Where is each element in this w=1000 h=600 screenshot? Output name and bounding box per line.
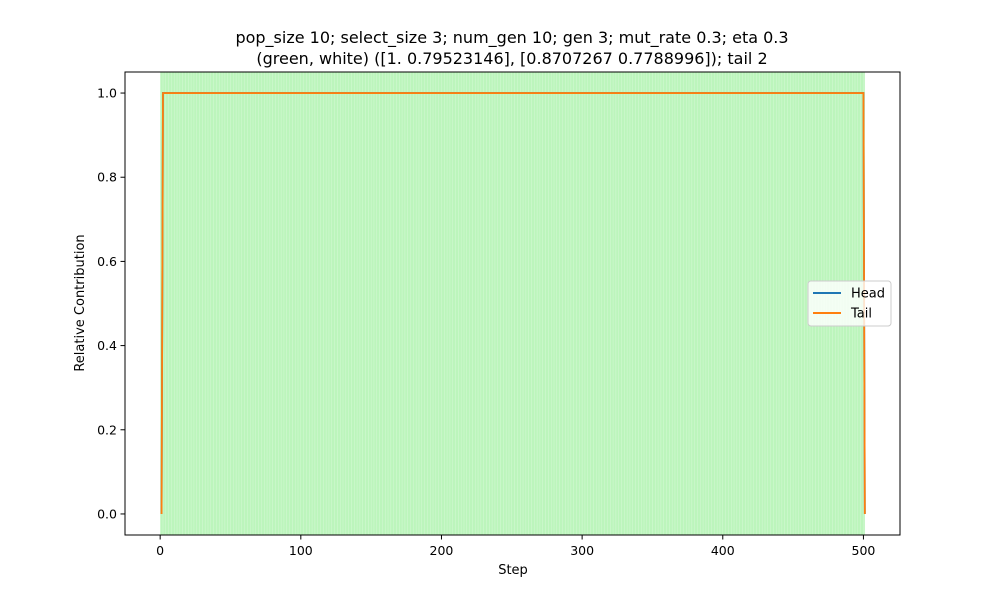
y-tick-label: 0.8 xyxy=(97,170,117,185)
y-axis-ticks: 0.0 0.2 0.4 0.6 0.8 1.0 xyxy=(97,86,125,521)
background-band xyxy=(159,72,865,535)
legend: Head Tail xyxy=(807,280,892,327)
x-tick-label: 0 xyxy=(156,543,164,558)
background-band-fill xyxy=(160,72,865,535)
x-tick-label: 500 xyxy=(852,543,876,558)
legend-label-tail: Tail xyxy=(850,307,872,322)
chart-title: pop_size 10; select_size 3; num_gen 10; … xyxy=(235,28,788,68)
chart-title-line-1: pop_size 10; select_size 3; num_gen 10; … xyxy=(235,28,788,48)
x-axis-label: Step xyxy=(498,563,528,578)
x-tick-label: 400 xyxy=(711,543,735,558)
plot-frame xyxy=(124,71,901,536)
x-tick-label: 200 xyxy=(430,543,454,558)
x-tick-label: 300 xyxy=(570,543,594,558)
legend-label-head: Head xyxy=(851,287,885,302)
x-axis-ticks: 0 100 200 300 400 500 xyxy=(156,535,875,558)
y-tick-label: 0.2 xyxy=(97,422,117,437)
y-tick-label: 0.0 xyxy=(97,506,117,521)
y-tick-label: 1.0 xyxy=(97,86,117,101)
x-tick-label: 100 xyxy=(289,543,313,558)
chart-title-line-2: (green, white) ([1. 0.79523146], [0.8707… xyxy=(256,49,767,68)
y-tick-label: 0.6 xyxy=(97,254,117,269)
y-axis-label: Relative Contribution xyxy=(73,234,88,371)
y-tick-label: 0.4 xyxy=(97,338,117,353)
